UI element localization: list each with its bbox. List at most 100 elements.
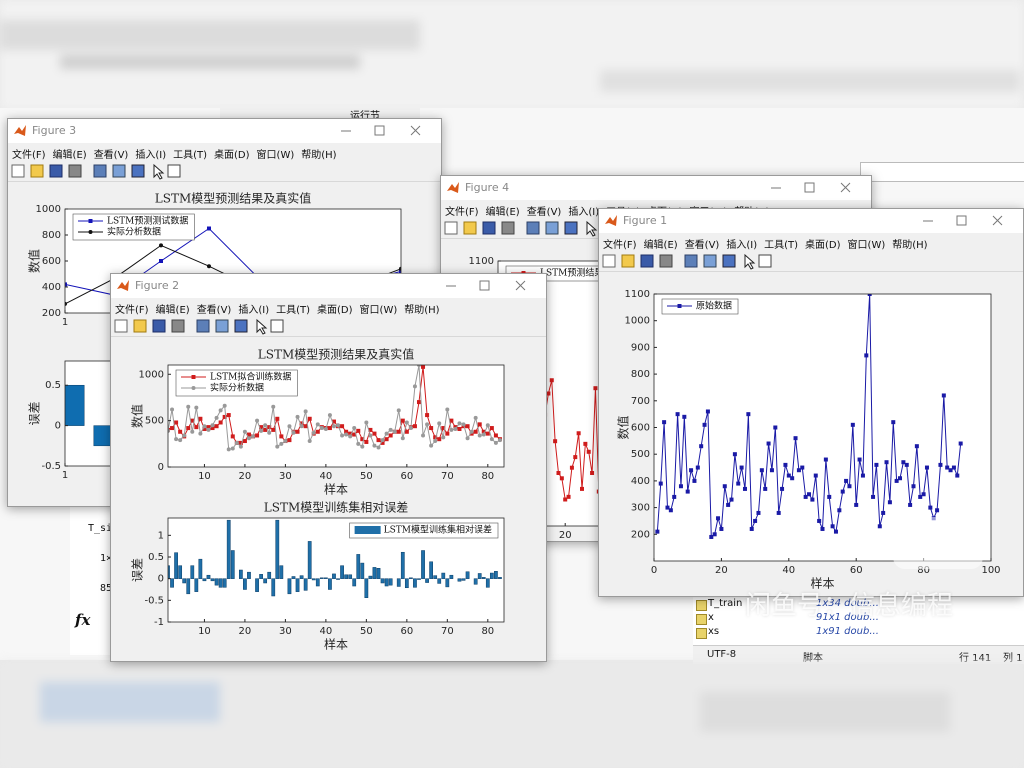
point bbox=[898, 476, 903, 481]
maximize[interactable] bbox=[374, 125, 385, 136]
tool-button[interactable] bbox=[703, 254, 717, 268]
bar bbox=[400, 551, 405, 579]
point bbox=[904, 462, 909, 467]
bar bbox=[178, 565, 183, 579]
menu-item[interactable]: 查看(V) bbox=[93, 150, 129, 161]
tool-button[interactable] bbox=[545, 221, 559, 235]
plot-area bbox=[168, 365, 502, 452]
pointer-tool[interactable] bbox=[153, 163, 165, 180]
legend-label: LSTM模型训练集相对误差 bbox=[384, 524, 492, 536]
menu-item[interactable]: 插入(I) bbox=[238, 305, 270, 316]
point bbox=[473, 429, 478, 434]
tool-button[interactable] bbox=[621, 254, 635, 268]
tool-button[interactable] bbox=[196, 319, 210, 333]
tool-button[interactable] bbox=[463, 221, 477, 235]
point bbox=[222, 414, 227, 419]
tool-button[interactable] bbox=[114, 319, 128, 333]
tool-button[interactable] bbox=[684, 254, 698, 268]
menu-item[interactable]: 文件(F) bbox=[12, 150, 46, 161]
y-tick-label: 0 bbox=[158, 462, 164, 473]
tool-button[interactable] bbox=[482, 221, 496, 235]
menu-item[interactable]: 窗口(W) bbox=[256, 150, 295, 161]
tool-button[interactable] bbox=[112, 164, 126, 178]
menu-item[interactable]: 文件(F) bbox=[115, 305, 149, 316]
menu-item[interactable]: 编辑(E) bbox=[155, 305, 190, 316]
tool-button[interactable] bbox=[564, 221, 578, 235]
tool-button[interactable] bbox=[659, 254, 673, 268]
point bbox=[453, 426, 458, 431]
menu-item[interactable]: 插入(I) bbox=[135, 150, 167, 161]
bar bbox=[396, 578, 401, 587]
tool-button[interactable] bbox=[526, 221, 540, 235]
menu-item[interactable]: 帮助(H) bbox=[892, 240, 928, 251]
variable-value: 1x91 doub... bbox=[816, 626, 879, 637]
close[interactable] bbox=[515, 280, 526, 291]
tool-button[interactable] bbox=[49, 164, 63, 178]
point bbox=[327, 413, 332, 418]
tool-button[interactable] bbox=[93, 164, 107, 178]
pointer-tool[interactable] bbox=[744, 253, 756, 270]
point bbox=[331, 419, 336, 424]
menu-item[interactable]: 窗口(W) bbox=[847, 240, 886, 251]
tool-button[interactable] bbox=[602, 254, 616, 268]
legend-label: LSTM预测测试数据 bbox=[107, 215, 188, 227]
tool-button[interactable] bbox=[758, 254, 772, 268]
tool-button[interactable] bbox=[131, 164, 145, 178]
menu-item[interactable]: 桌面(D) bbox=[214, 150, 250, 161]
menu-item[interactable]: 编辑(E) bbox=[485, 207, 520, 218]
tool-button[interactable] bbox=[11, 164, 25, 178]
tool-button[interactable] bbox=[30, 164, 44, 178]
menu-item[interactable]: 文件(F) bbox=[603, 240, 637, 251]
menu-item[interactable]: 插入(I) bbox=[726, 240, 758, 251]
tool-button[interactable] bbox=[167, 164, 181, 178]
pointer-tool[interactable] bbox=[256, 318, 268, 335]
close[interactable] bbox=[840, 182, 851, 193]
menu-item[interactable]: 编辑(E) bbox=[643, 240, 678, 251]
maximize[interactable] bbox=[804, 182, 815, 193]
command-text: 1× bbox=[100, 553, 113, 564]
tool-button[interactable] bbox=[234, 319, 248, 333]
tool-button[interactable] bbox=[215, 319, 229, 333]
point bbox=[924, 465, 929, 470]
y-tick-label: 1000 bbox=[139, 369, 164, 380]
menu-item[interactable]: 帮助(H) bbox=[301, 150, 337, 161]
point bbox=[323, 426, 328, 431]
tool-button[interactable] bbox=[171, 319, 185, 333]
point bbox=[569, 465, 574, 470]
close[interactable] bbox=[410, 125, 421, 136]
menu-item[interactable]: 查看(V) bbox=[526, 207, 562, 218]
point bbox=[702, 422, 707, 427]
tool-button[interactable] bbox=[640, 254, 654, 268]
close[interactable] bbox=[992, 215, 1003, 226]
maximize[interactable] bbox=[956, 215, 967, 226]
tool-button[interactable] bbox=[270, 319, 284, 333]
menu-item[interactable]: 查看(V) bbox=[684, 240, 720, 251]
bar bbox=[441, 572, 446, 579]
menu-item[interactable]: 帮助(H) bbox=[404, 305, 440, 316]
tool-button[interactable] bbox=[68, 164, 82, 178]
menu-item[interactable]: 工具(T) bbox=[764, 240, 799, 251]
chart-title: LSTM模型训练集相对误差 bbox=[264, 500, 408, 515]
maximize[interactable] bbox=[479, 280, 490, 291]
tool-button[interactable] bbox=[501, 221, 515, 235]
point bbox=[485, 423, 490, 428]
point bbox=[921, 492, 926, 497]
tool-button[interactable] bbox=[722, 254, 736, 268]
menu-item[interactable]: 查看(V) bbox=[196, 305, 232, 316]
menu-item[interactable]: 窗口(W) bbox=[359, 305, 398, 316]
menu-item[interactable]: 编辑(E) bbox=[52, 150, 87, 161]
menu-item[interactable]: 桌面(D) bbox=[317, 305, 353, 316]
menu-item[interactable]: 文件(F) bbox=[445, 207, 479, 218]
point bbox=[271, 427, 276, 432]
tool-button[interactable] bbox=[133, 319, 147, 333]
menu-item[interactable]: 工具(T) bbox=[173, 150, 208, 161]
y-axis-label: 误差 bbox=[28, 401, 42, 425]
tool-button[interactable] bbox=[152, 319, 166, 333]
menu-item[interactable]: 工具(T) bbox=[276, 305, 311, 316]
point bbox=[255, 433, 260, 438]
point bbox=[783, 462, 788, 467]
menu-item[interactable]: 桌面(D) bbox=[805, 240, 841, 251]
pointer-tool[interactable] bbox=[586, 220, 598, 237]
tool-button[interactable] bbox=[444, 221, 458, 235]
menu-item[interactable]: 插入(I) bbox=[568, 207, 600, 218]
